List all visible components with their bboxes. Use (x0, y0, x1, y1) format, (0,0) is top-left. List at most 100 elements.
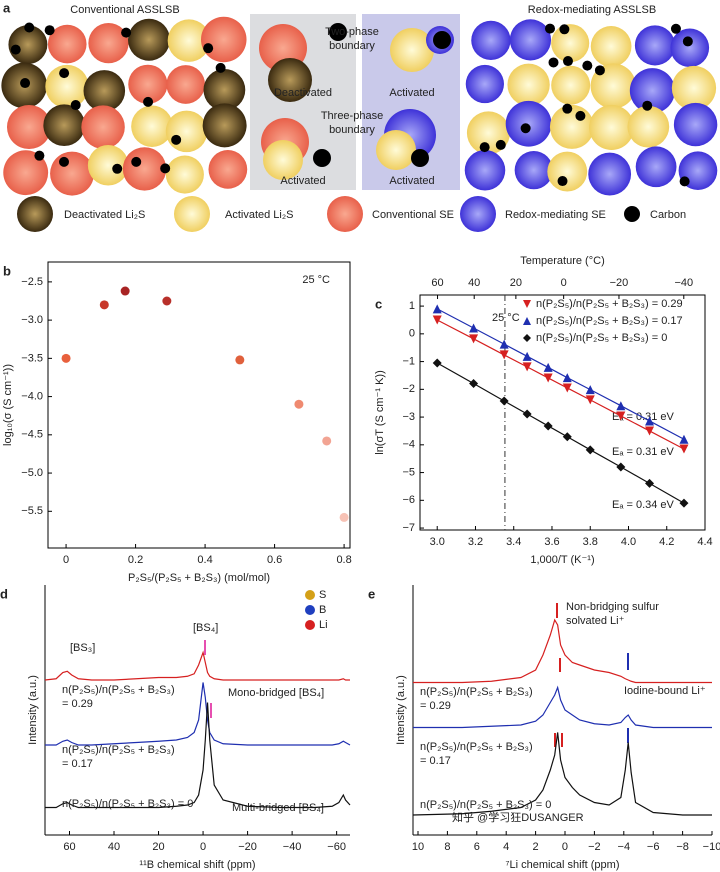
x-tick-label: 3.0 (430, 536, 445, 548)
x-axis-label: P₂S₅/(P₂S₅ + B₂S₃) (mol/mol) (128, 572, 270, 584)
x2-tick-label: 60 (431, 277, 443, 289)
particle (6, 104, 52, 150)
marker (585, 385, 595, 395)
legend-marker (523, 334, 531, 342)
particle (8, 25, 48, 65)
legend-label: Li (319, 619, 328, 631)
particle (88, 22, 129, 64)
marker (522, 351, 532, 361)
marker (543, 373, 553, 383)
marker (499, 339, 509, 349)
x-tick-label: 3.4 (506, 536, 521, 548)
legend-swatch (327, 196, 363, 232)
y-tick-label: −4.5 (21, 429, 43, 441)
marker (585, 395, 595, 405)
legend-label: n(P₂S₅)/n(P₂S₅ + B₂S₃) = 0 (536, 332, 667, 344)
particle (127, 18, 170, 61)
boundary-label: Three-phase (321, 110, 383, 122)
point (99, 300, 109, 310)
particle (464, 150, 506, 191)
marker (499, 396, 509, 406)
particle (81, 105, 125, 149)
particle (551, 24, 590, 63)
marker (679, 498, 689, 508)
x-tick-label: 10 (412, 841, 424, 853)
x-tick-label: −8 (676, 841, 689, 853)
x-tick-label: 4.4 (697, 536, 712, 548)
particle (514, 151, 553, 190)
legend-label: n(P₂S₅)/n(P₂S₅ + B₂S₃) = 0.17 (536, 315, 683, 327)
series-label: n(P₂S₅)/n(P₂S₅ + B₂S₃) (420, 686, 533, 698)
carbon (10, 44, 21, 55)
particle (465, 64, 504, 104)
carbon (203, 43, 214, 54)
point (235, 355, 245, 365)
series-label: n(P₂S₅)/n(P₂S₅ + B₂S₃) (420, 741, 533, 753)
panel-label: d (0, 586, 8, 601)
carbon (582, 60, 593, 71)
series-line (412, 732, 712, 816)
marker (432, 304, 442, 314)
legend-swatch (305, 620, 315, 630)
marker (562, 432, 572, 442)
x-tick-label: 0.2 (128, 554, 143, 566)
legend-label: Carbon (650, 209, 686, 221)
particle (588, 152, 632, 196)
y-axis-label: ln(σT (S cm⁻¹ K)) (374, 370, 386, 455)
particle (549, 104, 594, 149)
series-label: n(P₂S₅)/n(P₂S₅ + B₂S₃) = 0 (420, 799, 551, 811)
particle (627, 105, 670, 148)
x-tick-label: 0 (562, 841, 568, 853)
y-tick-label: −3.5 (21, 352, 43, 364)
state-label: Activated (280, 175, 325, 187)
point (61, 353, 71, 363)
x-tick-label: 4.2 (659, 536, 674, 548)
carbon (131, 156, 142, 167)
y-tick-label: −3.0 (21, 314, 43, 326)
point (162, 296, 172, 306)
state-label: Deactivated (274, 87, 332, 99)
x2-tick-label: −20 (610, 277, 629, 289)
marker (469, 334, 479, 344)
x-tick-label: −4 (618, 841, 631, 853)
x-tick-label: 4 (503, 841, 509, 853)
particle (87, 144, 129, 186)
carbon (479, 142, 490, 153)
series-label: = 0.17 (62, 758, 93, 770)
carbon (575, 110, 586, 121)
series-line (436, 319, 685, 450)
legend-label: Deactivated Li₂S (64, 209, 145, 221)
marker (645, 416, 655, 426)
legend-marker (523, 317, 531, 325)
carbon (682, 36, 693, 47)
particle (45, 64, 89, 109)
y-tick-label: −2 (402, 383, 415, 395)
carbon (495, 139, 506, 150)
state-label: Activated (389, 87, 434, 99)
carbon (545, 23, 556, 34)
annotation: 知乎 @学习狂DUSANGER (452, 810, 584, 824)
legend-label: B (319, 604, 326, 616)
y-tick-label: −3 (402, 411, 415, 423)
y-axis-label: log₁₀(σ (S cm⁻¹)) (2, 364, 14, 446)
legend-label: Activated Li₂S (225, 209, 293, 221)
x-tick-label: −60 (327, 841, 346, 853)
carbon (548, 57, 559, 68)
x-tick-label: 8 (444, 841, 450, 853)
particle (634, 25, 676, 66)
carbon (24, 22, 35, 33)
particle (165, 110, 208, 153)
x2-tick-label: −40 (674, 277, 693, 289)
state-label: Activated (389, 175, 434, 187)
x-tick-label: 0.6 (267, 554, 282, 566)
particle (131, 105, 173, 148)
carbon (329, 23, 347, 41)
particle (122, 147, 167, 191)
annotation: Mono-bridged [BS₄] (228, 687, 324, 699)
particle (505, 100, 552, 147)
legend-label: n(P₂S₅)/n(P₂S₅ + B₂S₃) = 0.29 (536, 298, 683, 310)
particle (128, 64, 168, 104)
y-tick-label: −1 (402, 355, 415, 367)
marker (522, 362, 532, 372)
particle (201, 16, 247, 63)
